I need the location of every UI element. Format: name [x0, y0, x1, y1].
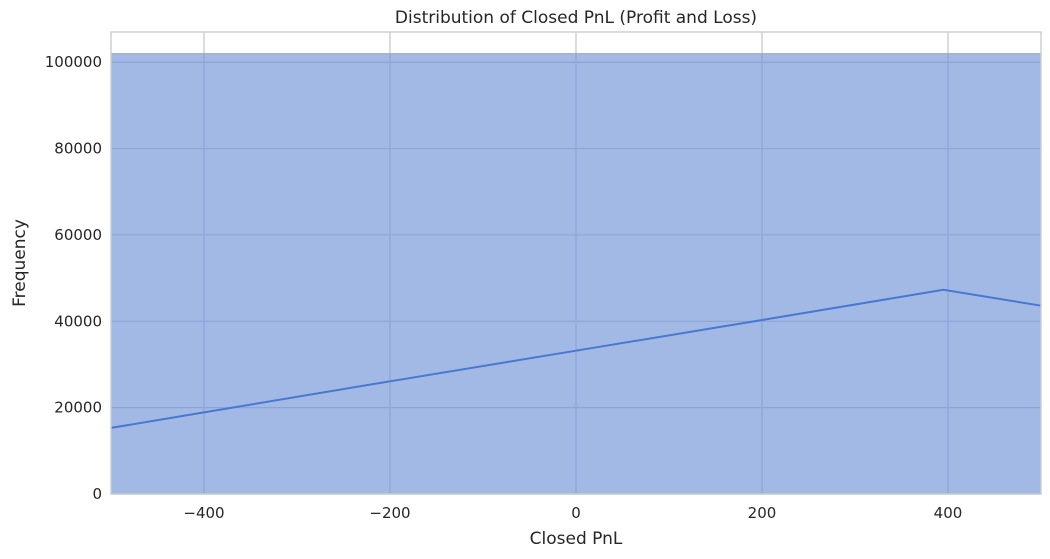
tick-labels-layer: −400 −200 0 200 400 0 20000 40000 60000 80000 1000… — [45, 53, 963, 522]
x-tick-label: −200 — [369, 504, 410, 522]
y-tick-label: 80000 — [54, 140, 102, 158]
x-tick-label: 0 — [571, 504, 581, 522]
y-tick-label: 100000 — [45, 53, 102, 71]
y-tick-label: 60000 — [54, 226, 102, 244]
y-tick-label: 0 — [92, 485, 102, 503]
y-axis-label: Frequency — [10, 219, 30, 307]
y-tick-label: 20000 — [54, 399, 102, 417]
kde-line — [110, 288, 1042, 429]
kde-line-layer — [110, 288, 1042, 429]
axis-frame-layer — [110, 31, 1042, 495]
x-tick-label: −400 — [183, 504, 224, 522]
y-tick-label: 40000 — [54, 312, 102, 330]
plot-frame — [110, 31, 1042, 495]
x-tick-label: 400 — [934, 504, 963, 522]
x-axis-label: Closed PnL — [530, 529, 623, 549]
x-tick-label: 200 — [748, 504, 777, 522]
grid-overlay-layer — [111, 53, 1041, 494]
chart-title: Distribution of Closed PnL (Profit and L… — [395, 8, 757, 28]
